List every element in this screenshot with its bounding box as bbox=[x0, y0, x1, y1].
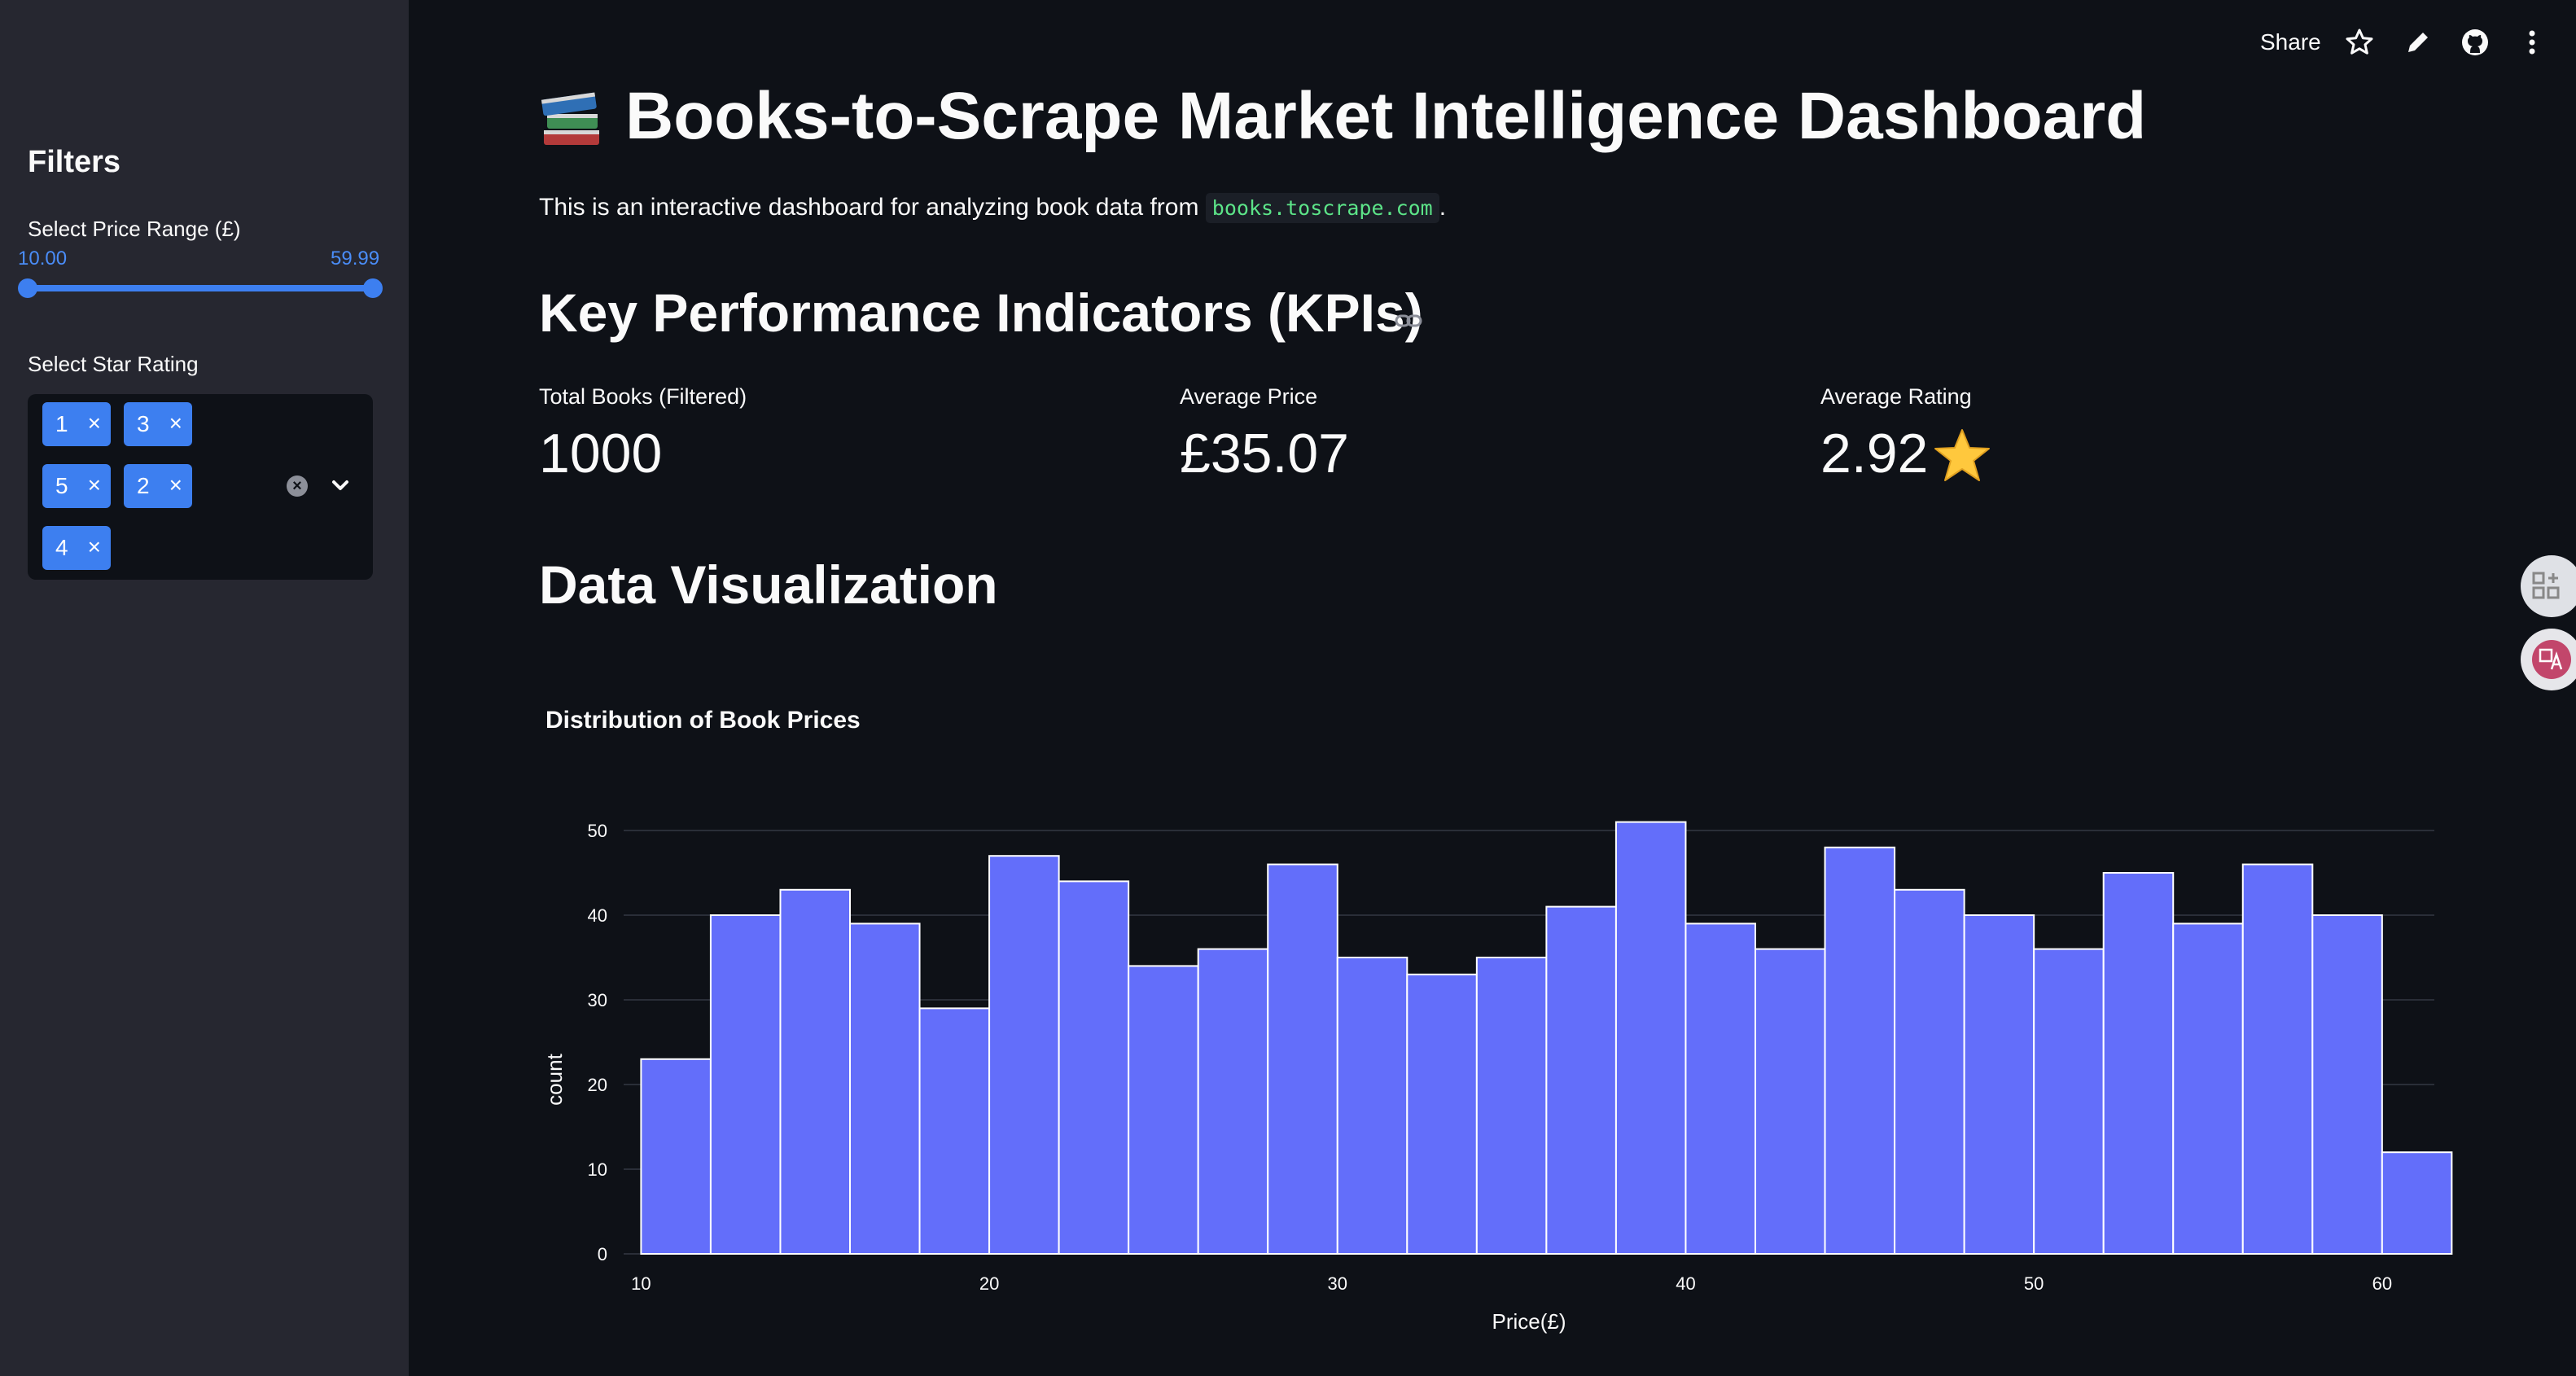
histogram-bar[interactable] bbox=[2241, 863, 2314, 1255]
translate-button[interactable] bbox=[2521, 629, 2576, 690]
viz-heading: Data Visualization bbox=[539, 554, 998, 615]
apps-icon bbox=[2532, 572, 2560, 599]
intro-text-end: . bbox=[1439, 194, 1447, 221]
star-rating-multiselect[interactable]: 1 × 3 × 5 × 2 × 4 × × bbox=[28, 394, 373, 580]
kpi-total-books-value: 1000 bbox=[539, 423, 663, 484]
y-tick-label: 20 bbox=[588, 1075, 607, 1095]
remove-chip-icon[interactable]: × bbox=[169, 472, 182, 497]
kpi-average-rating-value: 2.92 bbox=[1820, 423, 1929, 484]
x-tick-label: 50 bbox=[2024, 1273, 2044, 1294]
sidebar-title: Filters bbox=[28, 145, 121, 179]
remove-chip-icon[interactable]: × bbox=[87, 472, 101, 497]
price-histogram[interactable]: 0 10 20 30 40 50 10 20 30 40 50 60 Price(£) count bbox=[521, 806, 2459, 1343]
histogram-bar[interactable] bbox=[709, 914, 782, 1255]
sidebar: Filters Select Price Range (£) 10.00 59.… bbox=[0, 0, 409, 1376]
y-tick-label: 0 bbox=[598, 1244, 607, 1264]
star-icon[interactable] bbox=[2343, 26, 2376, 59]
rating-star-icon bbox=[1934, 429, 1990, 481]
price-range-track[interactable] bbox=[28, 285, 373, 291]
kpi-total-books-label: Total Books (Filtered) bbox=[539, 384, 747, 409]
chart-title: Distribution of Book Prices bbox=[545, 707, 861, 734]
price-min-value: 10.00 bbox=[18, 248, 68, 270]
star-rating-label: Select Star Rating bbox=[28, 352, 199, 376]
remove-chip-icon[interactable]: × bbox=[87, 534, 101, 559]
github-icon[interactable] bbox=[2459, 26, 2491, 59]
histogram-bar[interactable] bbox=[2172, 922, 2244, 1255]
kpi-average-price-value: £35.07 bbox=[1180, 423, 1349, 484]
histogram-bar[interactable] bbox=[1614, 821, 1687, 1255]
rating-chip-label: 5 bbox=[55, 473, 68, 498]
histogram-bar[interactable] bbox=[1058, 880, 1130, 1255]
clear-all-icon[interactable]: × bbox=[287, 475, 308, 497]
kpi-heading: Key Performance Indicators (KPIs) bbox=[539, 283, 1423, 343]
histogram-bar[interactable] bbox=[849, 922, 921, 1255]
histogram-bar[interactable] bbox=[1406, 973, 1478, 1255]
anchor-link-icon[interactable] bbox=[1394, 309, 1423, 332]
histogram-bar[interactable] bbox=[1963, 914, 2035, 1255]
histogram-bar[interactable] bbox=[1267, 863, 1338, 1255]
histogram-bar[interactable] bbox=[2311, 914, 2383, 1255]
price-max-value: 59.99 bbox=[331, 248, 380, 270]
x-axis-label: Price(£) bbox=[1492, 1309, 1566, 1334]
rating-chip[interactable]: 1 × bbox=[42, 402, 111, 446]
kpi-average-price-label: Average Price bbox=[1180, 384, 1318, 409]
page-title: Books-to-Scrape Market Intelligence Dash… bbox=[625, 79, 2147, 153]
share-button[interactable]: Share bbox=[2260, 29, 2321, 55]
histogram-bar[interactable] bbox=[988, 855, 1060, 1255]
rating-chip-label: 1 bbox=[55, 411, 68, 436]
histogram-bar[interactable] bbox=[1197, 948, 1269, 1255]
price-min-handle[interactable] bbox=[18, 278, 37, 298]
histogram-bar[interactable] bbox=[1684, 922, 1757, 1255]
books-icon bbox=[541, 92, 599, 145]
y-tick-label: 10 bbox=[588, 1159, 607, 1180]
y-axis-label: count bbox=[542, 1053, 567, 1105]
histogram-bar[interactable] bbox=[2102, 872, 2175, 1255]
rating-chip-label: 4 bbox=[55, 535, 68, 560]
intro-text: This is an interactive dashboard for ana… bbox=[539, 193, 1447, 223]
histogram-bar[interactable] bbox=[1475, 957, 1548, 1255]
y-tick-label: 30 bbox=[588, 990, 607, 1010]
x-tick-label: 10 bbox=[631, 1273, 651, 1294]
histogram-bar[interactable] bbox=[2033, 948, 2105, 1255]
price-range-label: Select Price Range (£) bbox=[28, 217, 241, 241]
histogram-bar[interactable] bbox=[1128, 965, 1199, 1255]
rating-chip-label: 3 bbox=[137, 411, 150, 436]
kpi-average-rating-label: Average Rating bbox=[1820, 384, 1972, 409]
rating-chip-label: 2 bbox=[137, 473, 150, 498]
intro-code: books.toscrape.com bbox=[1205, 193, 1439, 223]
rating-chip[interactable]: 3 × bbox=[124, 402, 192, 446]
histogram-bar[interactable] bbox=[2381, 1151, 2453, 1255]
x-tick-label: 60 bbox=[2372, 1273, 2392, 1294]
histogram-bar[interactable] bbox=[1755, 948, 1826, 1255]
rating-chip[interactable]: 4 × bbox=[42, 526, 111, 570]
y-tick-label: 40 bbox=[588, 905, 607, 926]
histogram-bar[interactable] bbox=[918, 1007, 991, 1255]
rating-chip[interactable]: 2 × bbox=[124, 464, 192, 508]
intro-text-body: This is an interactive dashboard for ana… bbox=[539, 194, 1199, 221]
histogram-bar[interactable] bbox=[1545, 905, 1617, 1255]
translate-icon bbox=[2532, 640, 2571, 679]
extension-apps-button[interactable] bbox=[2521, 555, 2576, 617]
remove-chip-icon[interactable]: × bbox=[169, 410, 182, 436]
y-tick-label: 50 bbox=[588, 821, 607, 841]
x-tick-label: 30 bbox=[1328, 1273, 1347, 1294]
rating-chip[interactable]: 5 × bbox=[42, 464, 111, 508]
chevron-down-icon[interactable] bbox=[327, 472, 353, 498]
histogram-bar[interactable] bbox=[779, 888, 852, 1255]
price-max-handle[interactable] bbox=[363, 278, 383, 298]
remove-chip-icon[interactable]: × bbox=[87, 410, 101, 436]
more-vertical-icon[interactable] bbox=[2516, 26, 2548, 59]
pencil-icon[interactable] bbox=[2402, 26, 2434, 59]
histogram-bar[interactable] bbox=[1336, 957, 1408, 1255]
x-tick-label: 20 bbox=[979, 1273, 999, 1294]
histogram-bar[interactable] bbox=[1894, 888, 1965, 1255]
x-tick-label: 40 bbox=[1676, 1273, 1695, 1294]
histogram-bar[interactable] bbox=[1824, 846, 1896, 1255]
histogram-bar[interactable] bbox=[640, 1058, 712, 1255]
